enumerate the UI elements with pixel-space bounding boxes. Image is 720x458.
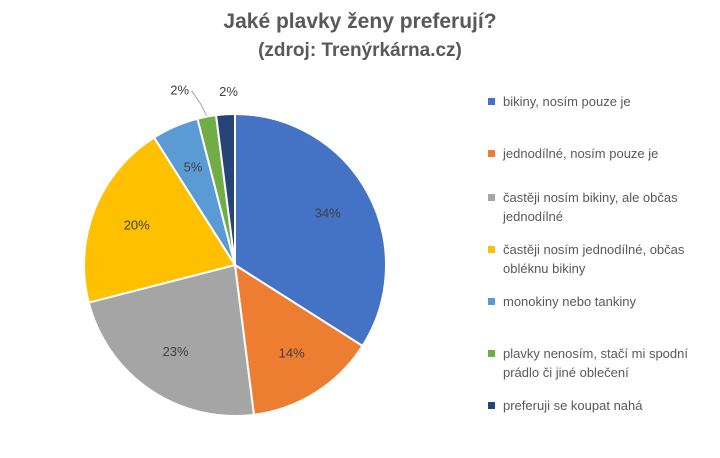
legend-label: častěji nosím bikiny, ale občas jednodíl… <box>503 190 678 224</box>
data-label-nenosim: 2% <box>170 82 189 97</box>
legend-label: bikiny, nosím pouze je <box>503 94 631 109</box>
legend-item-monokiny: monokiny nebo tankiny <box>488 292 713 311</box>
legend-item-bikiny: bikiny, nosím pouze je <box>488 92 713 111</box>
legend-swatch <box>488 246 495 253</box>
leader-line-nenosim <box>191 90 207 116</box>
chart-subtitle: (zdroj: Trenýrkárna.cz) <box>258 40 462 61</box>
chart-title: Jaké plavky ženy preferují? <box>223 10 497 33</box>
data-label-jednodilne: 14% <box>279 346 305 361</box>
legend-swatch <box>488 98 495 105</box>
pie-slice-casteji-jednodilne <box>83 136 237 304</box>
data-label-bikiny: 34% <box>315 206 341 221</box>
legend-label: monokiny nebo tankiny <box>503 294 636 309</box>
legend-label: preferuji se koupat nahá <box>503 398 643 413</box>
legend-item-jednodilne: jednodílné, nosím pouze je <box>488 144 713 163</box>
legend-swatch <box>488 194 495 201</box>
legend-item-casteji-bikiny: častěji nosím bikiny, ale občas jednodíl… <box>488 188 713 226</box>
legend-label: plavky nenosím, stačí mi spodní prádlo č… <box>503 346 688 380</box>
legend-item-nenosim: plavky nenosím, stačí mi spodní prádlo č… <box>488 344 713 382</box>
data-label-casteji-bikiny: 23% <box>163 344 189 359</box>
legend-swatch <box>488 350 495 357</box>
data-label-casteji-jednodilne: 20% <box>124 218 150 233</box>
legend-swatch <box>488 150 495 157</box>
pie-slice-casteji-bikiny <box>87 263 256 417</box>
data-label-monokiny: 5% <box>184 159 203 174</box>
legend-item-casteji-jednodilne: častěji nosím jednodílné, občas obléknu … <box>488 240 713 278</box>
legend-label: jednodílné, nosím pouze je <box>503 146 659 161</box>
data-label-naha: 2% <box>219 84 238 99</box>
pie-slice-naha <box>214 112 236 266</box>
legend-item-naha: preferuji se koupat nahá <box>488 396 713 415</box>
legend-label: častěji nosím jednodílné, občas obléknu … <box>503 242 685 276</box>
pie-slice-jednodilne <box>233 263 364 416</box>
legend-swatch <box>488 298 495 305</box>
legend-swatch <box>488 402 495 409</box>
